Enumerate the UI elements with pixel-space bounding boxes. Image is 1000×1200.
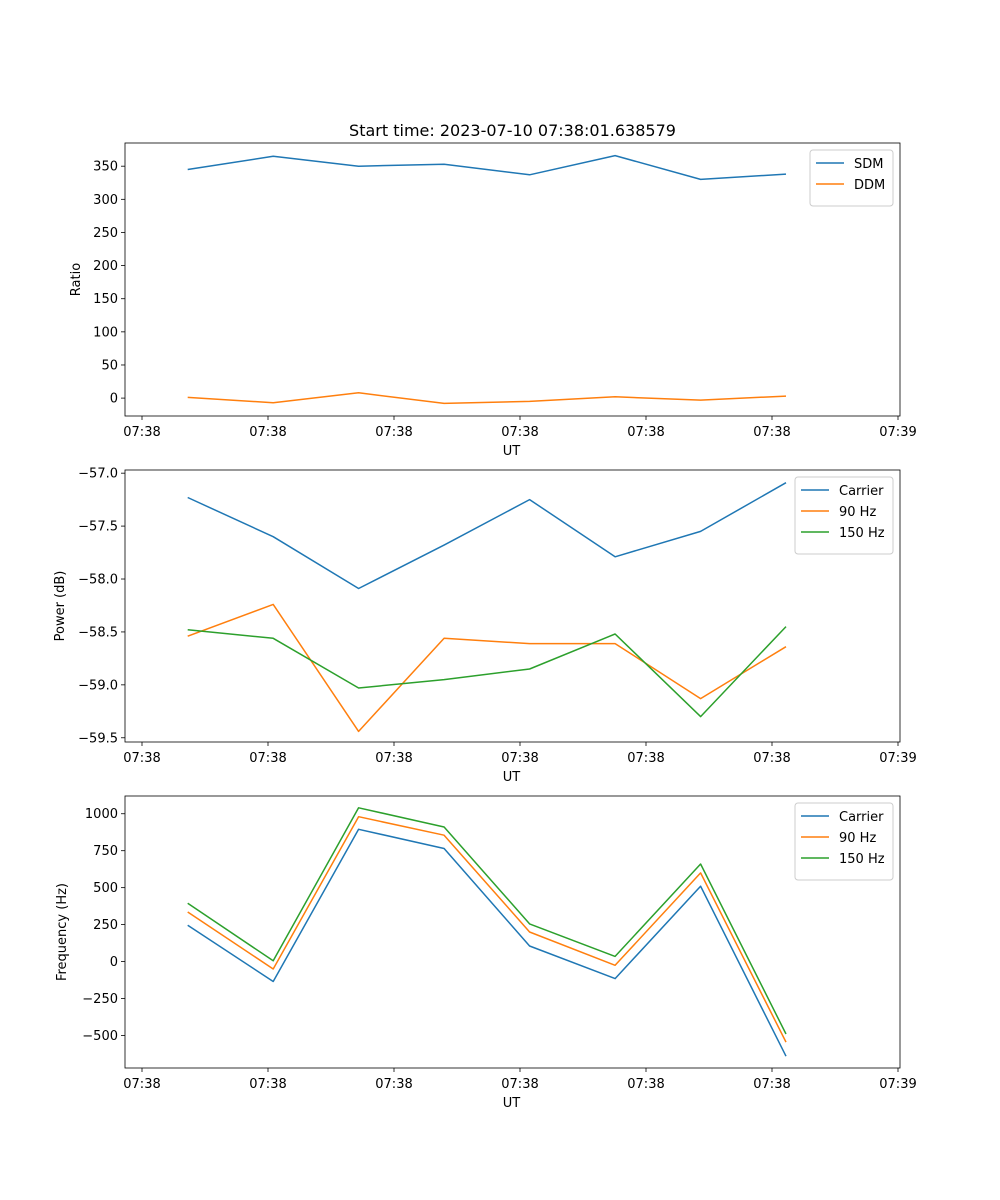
legend-label: Carrier (839, 484, 884, 499)
x-tick-label: 07:38 (249, 751, 286, 766)
x-tick-label: 07:38 (501, 1077, 538, 1092)
x-tick-label: 07:38 (375, 425, 412, 440)
y-tick-label: 100 (93, 325, 118, 340)
x-tick-label: 07:38 (249, 425, 286, 440)
y-tick-label: 0 (110, 955, 118, 970)
legend-box (794, 476, 894, 555)
x-axis-label: UT (503, 770, 521, 785)
x-tick-label: 07:38 (375, 751, 412, 766)
x-tick-label: 07:38 (501, 751, 538, 766)
x-axis-label: UT (503, 444, 521, 459)
legend-label: 150 Hz (839, 852, 885, 867)
series-line-90-hz (187, 603, 787, 733)
series-line-ddm (187, 392, 787, 405)
y-axis-label: Power (dB) (53, 571, 68, 642)
axes-frame (124, 142, 901, 417)
y-tick-label: 300 (93, 193, 118, 208)
x-tick-label: 07:38 (123, 425, 160, 440)
x-tick-label: 07:38 (627, 751, 664, 766)
y-tick-label: −58.5 (78, 625, 118, 640)
y-tick-label: −250 (82, 992, 118, 1007)
x-tick-label: 07:39 (879, 425, 916, 440)
x-tick-label: 07:38 (123, 1077, 160, 1092)
y-tick-label: 350 (93, 160, 118, 175)
series-line-carrier (187, 482, 787, 590)
chart-panel-2: 07:38 07:38 07:38 07:38 07:38 07:38 07:39 −59.5… (53, 467, 917, 785)
x-tick-label: 07:38 (249, 1077, 286, 1092)
x-tick-label: 07:38 (627, 1077, 664, 1092)
y-tick-label: −500 (82, 1029, 118, 1044)
y-tick-label: −59.5 (78, 731, 118, 746)
y-tick-label: 250 (93, 918, 118, 933)
legend-label: Carrier (839, 810, 884, 825)
axes-frame (124, 469, 901, 743)
series-line-150-hz (187, 807, 787, 1035)
series-line-90-hz (187, 815, 787, 1043)
x-tick-label: 07:38 (375, 1077, 412, 1092)
y-tick-label: 250 (93, 226, 118, 241)
y-tick-label: −57.5 (78, 520, 118, 535)
y-axis-label: Frequency (Hz) (55, 883, 70, 981)
x-tick-label: 07:38 (753, 1077, 790, 1092)
y-tick-label: 500 (93, 881, 118, 896)
chart-panel-1: Start time: 2023-07-10 07:38:01.638579 07… (69, 121, 917, 459)
axes-frame (124, 795, 901, 1069)
y-tick-label: −59.0 (78, 678, 118, 693)
x-tick-label: 07:38 (753, 425, 790, 440)
y-tick-label: 750 (93, 844, 118, 859)
x-tick-label: 07:38 (753, 751, 790, 766)
legend-box (809, 149, 894, 207)
y-tick-label: 50 (101, 358, 118, 373)
series-line-sdm (187, 154, 787, 181)
legend-label: 90 Hz (839, 831, 876, 846)
x-axis-label: UT (503, 1096, 521, 1111)
chart-title: Start time: 2023-07-10 07:38:01.638579 (349, 121, 676, 140)
y-tick-label: 0 (110, 392, 118, 407)
legend-label: 90 Hz (839, 505, 876, 520)
x-tick-label: 07:38 (627, 425, 664, 440)
legend-label: 150 Hz (839, 526, 885, 541)
y-tick-label: −58.0 (78, 573, 118, 588)
series-line-carrier (187, 828, 787, 1057)
legend-label: SDM (854, 157, 883, 172)
y-tick-label: 1000 (85, 807, 118, 822)
y-axis-label: Ratio (69, 263, 84, 296)
legend-box (794, 802, 894, 881)
x-tick-label: 07:39 (879, 751, 916, 766)
series-line-150-hz (187, 626, 787, 718)
y-tick-label: 200 (93, 259, 118, 274)
y-tick-label: −57.0 (78, 467, 118, 482)
x-tick-label: 07:38 (501, 425, 538, 440)
x-tick-label: 07:38 (123, 751, 160, 766)
legend-label: DDM (854, 178, 885, 193)
y-tick-label: 150 (93, 292, 118, 307)
chart-panel-3: 07:38 07:38 07:38 07:38 07:38 07:38 07:39 −500 −… (55, 795, 917, 1111)
x-tick-label: 07:39 (879, 1077, 916, 1092)
